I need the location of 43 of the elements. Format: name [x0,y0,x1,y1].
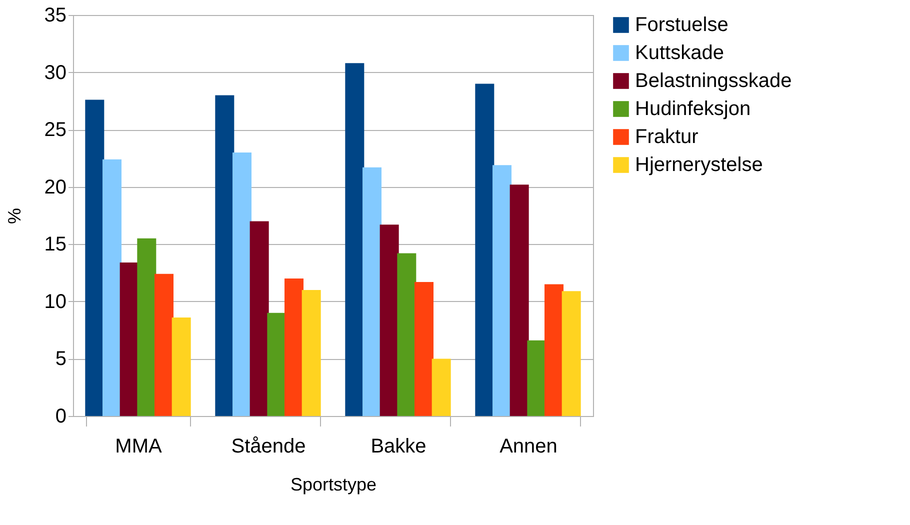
y-tick-label: 10 [44,290,66,313]
bar [527,340,546,416]
bar [172,317,191,416]
bar [362,167,382,416]
legend-label: Forstuelse [635,14,728,36]
bar [284,278,304,416]
x-tick-label: Stående [231,436,306,458]
bar [414,282,434,416]
bar [302,290,321,416]
x-tick-label: Annen [500,436,558,458]
bar [510,184,529,416]
legend-label: Fraktur [635,126,699,148]
legend-label: Belastningsskade [635,70,792,92]
y-tick-label: 20 [44,176,66,198]
x-tick-label: MMA [115,436,162,458]
x-tick-label: Bakke [370,436,426,458]
y-tick-label: 35 [44,4,66,26]
bar [475,84,494,416]
legend-label: Hudinfeksjon [635,98,751,120]
legend-label: Kuttskade [635,42,724,64]
y-tick-label: 25 [44,119,66,142]
bar [250,221,269,416]
y-tick-label: 0 [55,406,66,428]
y-tick-label: 30 [44,62,66,84]
bar [215,95,234,416]
bar [85,100,104,416]
bar [232,152,252,416]
y-tick-label: 5 [55,348,66,370]
bar [562,291,581,416]
y-tick-label: 15 [44,234,66,256]
x-axis-title: Sportstype [290,474,377,494]
bar [397,253,416,416]
bar [380,224,399,416]
bar [432,358,451,416]
bar [345,63,364,416]
y-axis-title: % [4,208,24,224]
legend-label: Hjernerystelse [635,154,763,176]
bar [492,165,512,416]
bar [154,274,174,416]
bar [102,159,122,416]
bar [544,284,564,416]
bar [137,238,156,416]
bar [267,312,286,416]
